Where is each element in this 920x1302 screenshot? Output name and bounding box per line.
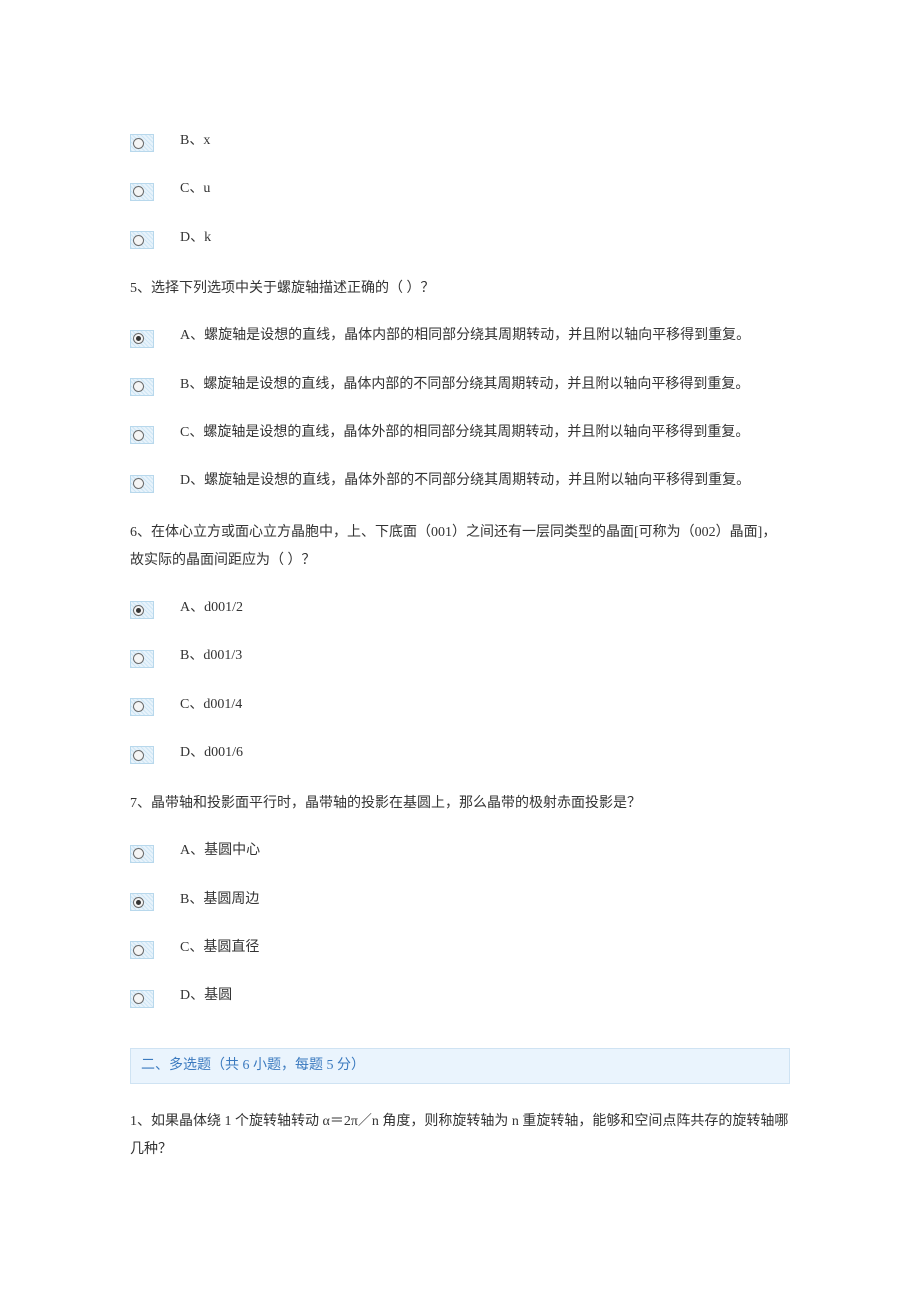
radio-input[interactable] xyxy=(130,183,154,201)
option-label: A、d001/2 xyxy=(180,597,243,619)
section2-question-1: 1、如果晶体绕 1 个旋转轴转动 α＝2π／n 角度，则称旋转轴为 n 重旋转轴… xyxy=(130,1108,790,1164)
option-label: D、螺旋轴是设想的直线，晶体外部的不同部分绕其周期转动，并且附以轴向平移得到重复… xyxy=(180,470,750,492)
option-label: B、d001/3 xyxy=(180,645,242,667)
leading-options: B、x C、u D、k xyxy=(130,130,790,249)
radio-input[interactable] xyxy=(130,601,154,619)
radio-dot xyxy=(133,653,144,664)
option-label: B、基圆周边 xyxy=(180,889,259,911)
option-row[interactable]: C、基圆直径 xyxy=(130,937,790,959)
option-row[interactable]: B、螺旋轴是设想的直线，晶体内部的不同部分绕其周期转动，并且附以轴向平移得到重复… xyxy=(130,374,790,396)
option-row[interactable]: D、d001/6 xyxy=(130,742,790,764)
radio-input[interactable] xyxy=(130,426,154,444)
radio-dot xyxy=(133,701,144,712)
option-label: C、d001/4 xyxy=(180,694,242,716)
radio-input[interactable] xyxy=(130,990,154,1008)
radio-input[interactable] xyxy=(130,698,154,716)
option-row[interactable]: B、基圆周边 xyxy=(130,889,790,911)
option-label: D、d001/6 xyxy=(180,742,243,764)
radio-input[interactable] xyxy=(130,231,154,249)
radio-dot xyxy=(133,848,144,859)
radio-dot xyxy=(133,897,144,908)
option-row[interactable]: C、u xyxy=(130,178,790,200)
option-row[interactable]: C、d001/4 xyxy=(130,694,790,716)
option-row[interactable]: B、x xyxy=(130,130,790,152)
radio-dot xyxy=(133,333,144,344)
radio-dot xyxy=(133,945,144,956)
radio-dot xyxy=(133,186,144,197)
radio-dot xyxy=(133,430,144,441)
radio-dot xyxy=(133,750,144,761)
radio-input[interactable] xyxy=(130,330,154,348)
option-row[interactable]: D、k xyxy=(130,227,790,249)
question-stem: 7、晶带轴和投影面平行时，晶带轴的投影在基圆上，那么晶带的极射赤面投影是？ xyxy=(130,790,790,818)
radio-input[interactable] xyxy=(130,134,154,152)
question-stem: 6、在体心立方或面心立方晶胞中，上、下底面（001）之间还有一层同类型的晶面[可… xyxy=(130,519,790,575)
radio-input[interactable] xyxy=(130,893,154,911)
question-7: 7、晶带轴和投影面平行时，晶带轴的投影在基圆上，那么晶带的极射赤面投影是？ A、… xyxy=(130,790,790,1008)
radio-dot xyxy=(133,605,144,616)
radio-input[interactable] xyxy=(130,650,154,668)
option-row[interactable]: D、基圆 xyxy=(130,985,790,1007)
question-5: 5、选择下列选项中关于螺旋轴描述正确的（ ）？ A、螺旋轴是设想的直线，晶体内部… xyxy=(130,275,790,493)
option-row[interactable]: A、螺旋轴是设想的直线，晶体内部的相同部分绕其周期转动，并且附以轴向平移得到重复… xyxy=(130,325,790,347)
question-6: 6、在体心立方或面心立方晶胞中，上、下底面（001）之间还有一层同类型的晶面[可… xyxy=(130,519,790,765)
radio-input[interactable] xyxy=(130,475,154,493)
option-label: B、x xyxy=(180,130,210,152)
option-label: C、基圆直径 xyxy=(180,937,259,959)
option-label: C、螺旋轴是设想的直线，晶体外部的相同部分绕其周期转动，并且附以轴向平移得到重复… xyxy=(180,422,749,444)
radio-dot xyxy=(133,993,144,1004)
section-2-header: 二、多选题（共 6 小题，每题 5 分） xyxy=(130,1048,790,1084)
option-row[interactable]: B、d001/3 xyxy=(130,645,790,667)
radio-input[interactable] xyxy=(130,845,154,863)
option-label: D、基圆 xyxy=(180,985,232,1007)
radio-input[interactable] xyxy=(130,378,154,396)
option-label: C、u xyxy=(180,178,210,200)
radio-dot xyxy=(133,381,144,392)
exam-page: B、x C、u D、k 5、选择下列选项中关于螺旋轴描述正确的（ ）？ A、螺旋… xyxy=(0,0,920,1302)
option-label: A、基圆中心 xyxy=(180,840,260,862)
option-row[interactable]: A、基圆中心 xyxy=(130,840,790,862)
radio-dot xyxy=(133,138,144,149)
option-row[interactable]: A、d001/2 xyxy=(130,597,790,619)
radio-dot xyxy=(133,235,144,246)
radio-dot xyxy=(133,478,144,489)
option-label: D、k xyxy=(180,227,211,249)
question-stem: 1、如果晶体绕 1 个旋转轴转动 α＝2π／n 角度，则称旋转轴为 n 重旋转轴… xyxy=(130,1108,790,1164)
radio-input[interactable] xyxy=(130,941,154,959)
option-label: B、螺旋轴是设想的直线，晶体内部的不同部分绕其周期转动，并且附以轴向平移得到重复… xyxy=(180,374,749,396)
radio-input[interactable] xyxy=(130,746,154,764)
option-row[interactable]: C、螺旋轴是设想的直线，晶体外部的相同部分绕其周期转动，并且附以轴向平移得到重复… xyxy=(130,422,790,444)
question-stem: 5、选择下列选项中关于螺旋轴描述正确的（ ）？ xyxy=(130,275,790,303)
option-label: A、螺旋轴是设想的直线，晶体内部的相同部分绕其周期转动，并且附以轴向平移得到重复… xyxy=(180,325,750,347)
option-row[interactable]: D、螺旋轴是设想的直线，晶体外部的不同部分绕其周期转动，并且附以轴向平移得到重复… xyxy=(130,470,790,492)
